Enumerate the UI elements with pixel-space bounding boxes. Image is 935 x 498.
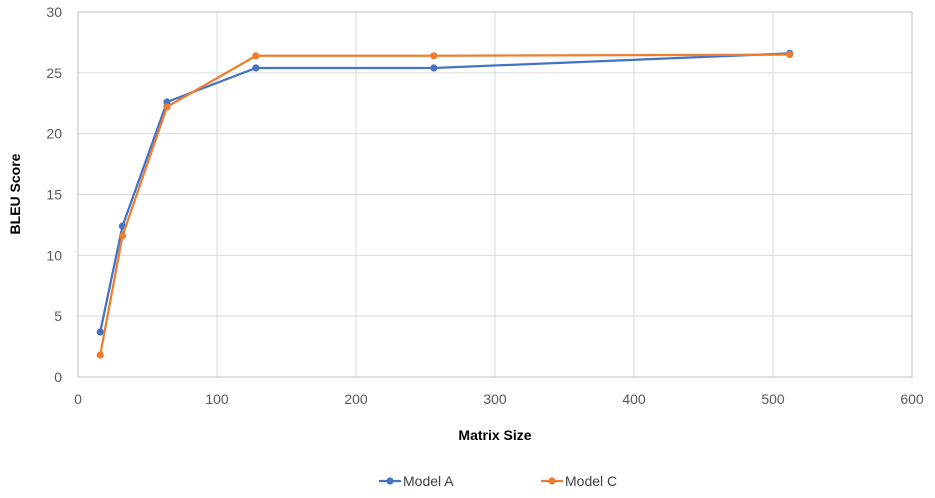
x-tick-label: 0 <box>74 391 82 407</box>
y-tick-label: 15 <box>46 187 62 203</box>
plot-area-border <box>77 11 913 378</box>
series-model-c <box>96 50 794 359</box>
x-tick-label: 200 <box>344 391 368 407</box>
data-point <box>96 328 104 336</box>
legend-entry: Model A <box>379 473 454 489</box>
y-axis-title: BLEU Score <box>7 153 23 234</box>
legend-marker <box>386 477 394 485</box>
x-axis-tick-labels: 0 100 200 300 400 500 600 <box>74 391 924 407</box>
data-point <box>786 50 794 59</box>
x-tick-label: 500 <box>761 391 785 407</box>
series-line <box>99 53 790 356</box>
data-point <box>430 64 438 72</box>
data-point <box>118 232 127 240</box>
y-tick-label: 25 <box>46 65 62 81</box>
legend: Model A Model C <box>379 473 617 489</box>
y-axis-tick-labels: 0 5 10 15 20 25 30 <box>46 4 62 385</box>
x-tick-label: 600 <box>900 391 924 407</box>
legend-label: Model A <box>403 473 454 489</box>
y-tick-label: 30 <box>46 4 62 20</box>
series-layer <box>96 49 794 359</box>
y-tick-label: 0 <box>54 369 62 385</box>
data-point <box>163 103 171 111</box>
data-point <box>430 52 438 60</box>
data-point <box>96 351 104 359</box>
y-tick-label: 20 <box>46 126 62 142</box>
x-tick-label: 300 <box>483 391 507 407</box>
legend-marker <box>548 477 556 485</box>
x-tick-label: 100 <box>205 391 229 407</box>
legend-entry: Model C <box>541 473 617 489</box>
x-axis-title: Matrix Size <box>458 427 531 443</box>
legend-label: Model C <box>565 473 617 489</box>
x-tick-label: 400 <box>622 391 646 407</box>
series-line <box>99 52 790 333</box>
data-point <box>252 52 260 60</box>
y-tick-label: 5 <box>54 308 62 324</box>
y-tick-label: 10 <box>46 247 62 263</box>
horizontal-gridlines <box>78 72 912 317</box>
data-point <box>252 64 260 72</box>
